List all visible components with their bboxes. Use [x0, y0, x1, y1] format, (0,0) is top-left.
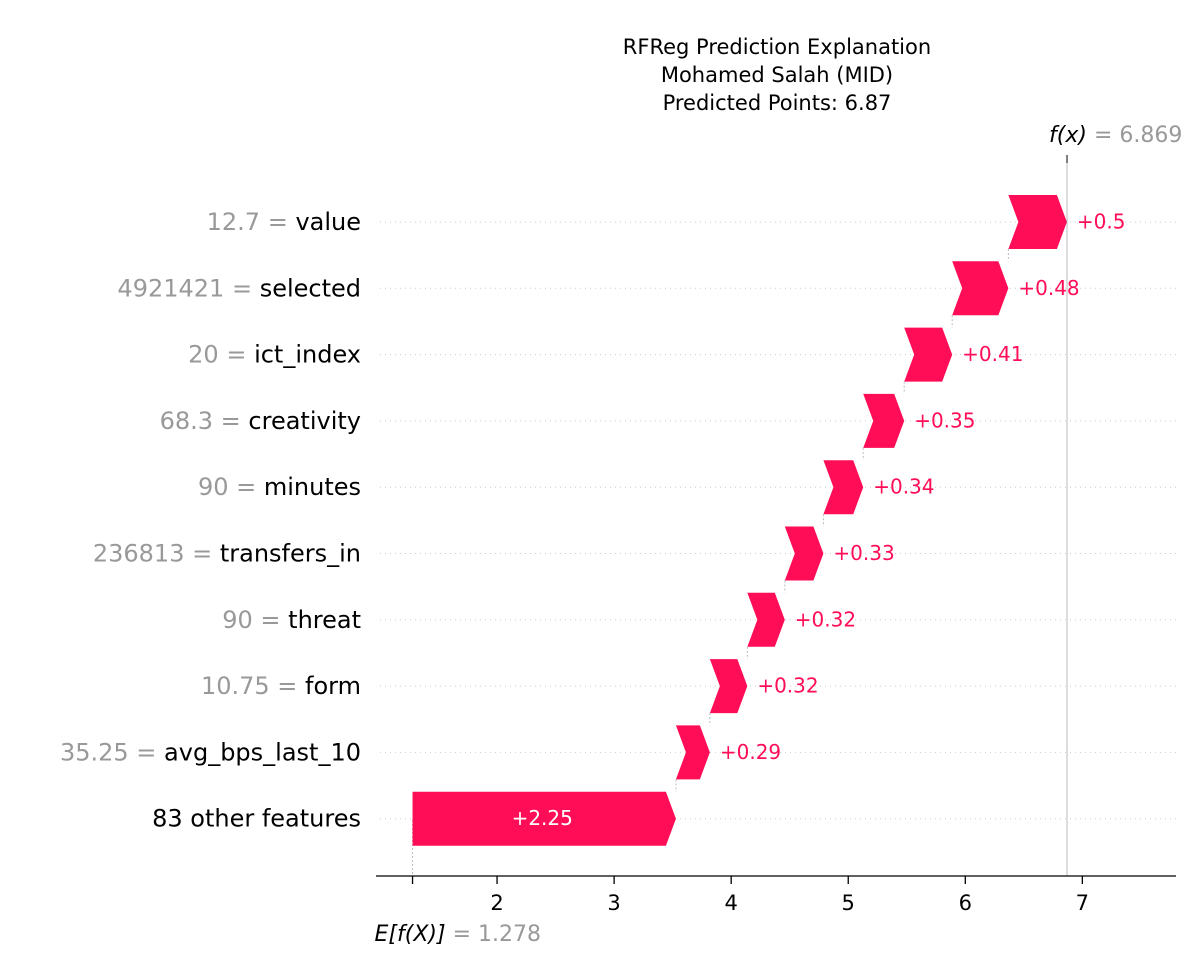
bar-value-label: +0.32 [795, 607, 856, 631]
base-label: E[f(X)] [375, 922, 446, 947]
bar-value-label: +0.29 [720, 740, 781, 764]
feature-value: 236813 = [93, 540, 220, 568]
bar-transfers_in [784, 526, 824, 581]
bars: +0.5 +0.48 +0.41 +0.35 +0.34 +0.33 +0.32 +0.32 +… [412, 195, 1126, 846]
feature-value: 68.3 = [160, 407, 249, 435]
bar-value [1008, 195, 1067, 249]
fx-label: f(x) [1049, 123, 1087, 148]
feature-label: 90 = minutes [198, 473, 361, 501]
bar-value-label: +0.48 [1018, 276, 1079, 300]
x-tick-label: 2 [490, 891, 503, 915]
bar-value-label: +0.33 [833, 541, 894, 565]
bar-value-label: +0.41 [962, 342, 1023, 366]
bar-value-label: +2.25 [512, 806, 573, 830]
bar-avg_bps_last_10 [675, 725, 710, 780]
feature-label: 20 = ict_index [188, 341, 361, 369]
bar-ict_index [904, 327, 953, 382]
chart-subtitle-prediction: Predicted Points: 6.87 [663, 91, 892, 115]
feature-label: 4921421 = selected [117, 274, 361, 302]
chart-subtitle-player: Mohamed Salah (MID) [661, 63, 893, 87]
feature-value: 10.75 = [201, 672, 305, 700]
x-tick-label: 4 [724, 891, 737, 915]
chart-title: RFReg Prediction Explanation [623, 35, 931, 59]
feature-label: 90 = threat [222, 606, 361, 634]
bar-83-other-features [412, 791, 676, 846]
base-value: = 1.278 [446, 922, 541, 947]
x-tick-label: 6 [959, 891, 972, 915]
feature-name: minutes [264, 473, 361, 501]
annotations: f(x) = 6.869 E[f(X)] = 1.278 [375, 123, 1183, 947]
feature-name: creativity [248, 407, 361, 435]
feature-labels: 12.7 = value 4921421 = selected 20 = ict_i… [60, 208, 361, 833]
bar-value-label: +0.34 [873, 475, 934, 499]
chart-title-group: RFReg Prediction Explanation Mohamed Sal… [623, 35, 931, 115]
x-tick-label: 3 [607, 891, 620, 915]
bar-value-label: +0.32 [757, 674, 818, 698]
feature-value: 20 = [188, 341, 254, 369]
fx-value: = 6.869 [1087, 123, 1182, 148]
x-tick-label: 7 [1076, 891, 1089, 915]
bar-value-label: +0.5 [1077, 210, 1126, 234]
feature-value: 12.7 = [207, 208, 296, 236]
bar-threat [747, 592, 785, 647]
feature-label: 236813 = transfers_in [93, 540, 361, 568]
feature-value: 4921421 = [117, 274, 259, 302]
feature-label: 83 other features [152, 805, 361, 833]
feature-label: 12.7 = value [207, 208, 361, 236]
base-annotation: E[f(X)] = 1.278 [375, 922, 541, 947]
feature-name: value [295, 208, 361, 236]
feature-name: ict_index [254, 341, 361, 369]
feature-label: 68.3 = creativity [160, 407, 361, 435]
feature-name: form [305, 672, 361, 700]
bar-selected [952, 261, 1009, 316]
bar-creativity [863, 393, 905, 448]
fx-annotation: f(x) = 6.869 [1049, 123, 1182, 148]
bar-form [709, 659, 748, 714]
x-axis: 2 3 4 5 6 7 [376, 875, 1176, 915]
feature-label: 35.25 = avg_bps_last_10 [60, 738, 361, 766]
feature-label: 10.75 = form [201, 672, 361, 700]
x-tick-label: 5 [842, 891, 855, 915]
feature-name: avg_bps_last_10 [164, 738, 361, 766]
feature-name: transfers_in [220, 540, 361, 568]
gridlines [380, 155, 1176, 876]
bar-minutes [823, 460, 864, 515]
feature-value: 35.25 = [60, 738, 164, 766]
feature-name: selected [260, 274, 361, 302]
bar-value-label: +0.35 [914, 408, 975, 432]
feature-name: 83 other features [152, 805, 361, 833]
feature-value: 90 = [198, 473, 264, 501]
feature-name: threat [288, 606, 361, 634]
feature-value: 90 = [222, 606, 288, 634]
